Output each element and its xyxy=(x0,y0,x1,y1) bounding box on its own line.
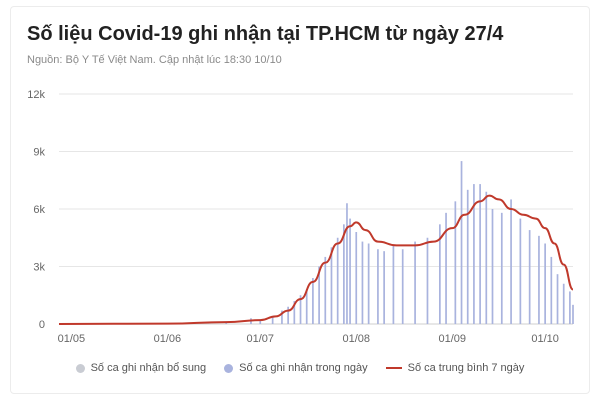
daily-case-bar xyxy=(485,191,488,324)
legend-item-supplement[interactable]: Số ca ghi nhận bổ sung xyxy=(75,362,207,374)
daily-case-bar xyxy=(271,316,274,324)
legend-item-average[interactable]: Số ca trung bình 7 ngày xyxy=(385,362,525,374)
daily-case-bar xyxy=(500,212,503,324)
legend: Số ca ghi nhận bổ sung Số ca ghi nhận tr… xyxy=(11,362,589,374)
daily-case-bar xyxy=(349,218,351,324)
x-tick-label: 01/05 xyxy=(58,333,86,345)
legend-swatch-daily xyxy=(224,363,234,373)
daily-case-bar xyxy=(491,209,494,324)
daily-case-bar xyxy=(392,245,395,324)
daily-case-bar xyxy=(355,232,358,324)
daily-case-bar xyxy=(318,266,320,324)
chart-plot: 0 3k 6k 9k 12k 01/05 01/06 01/07 01/08 01/09 01/1… xyxy=(27,89,574,345)
x-tick-label: 01/06 xyxy=(154,333,182,345)
daily-case-bar xyxy=(259,320,262,324)
daily-case-bar xyxy=(361,241,364,324)
daily-case-bar xyxy=(454,201,457,324)
daily-case-bar xyxy=(367,243,370,324)
daily-case-bar xyxy=(287,306,289,324)
x-tick-label: 01/07 xyxy=(246,333,274,345)
daily-case-bar xyxy=(510,199,512,324)
legend-swatch-average xyxy=(385,367,402,369)
daily-case-bar xyxy=(383,251,385,324)
daily-case-bar xyxy=(324,256,327,324)
daily-case-bar xyxy=(426,237,429,324)
x-tick-label: 01/10 xyxy=(531,333,559,345)
daily-case-bar xyxy=(401,249,404,324)
legend-label-supplement: Số ca ghi nhận bổ sung xyxy=(90,362,207,374)
legend-label-average: Số ca trung bình 7 ngày xyxy=(407,362,525,374)
x-tick-label: 01/09 xyxy=(438,333,466,345)
daily-case-bar xyxy=(299,295,302,324)
daily-case-bar xyxy=(473,184,475,324)
daily-case-bar xyxy=(225,322,228,324)
y-tick-label: 3k xyxy=(33,262,45,274)
x-tick-label: 01/08 xyxy=(342,333,370,345)
daily-case-bar xyxy=(466,189,469,324)
legend-label-daily: Số ca ghi nhận trong ngày xyxy=(239,362,368,374)
daily-case-bar xyxy=(346,203,348,324)
daily-case-bar xyxy=(414,241,416,324)
daily-case-bar xyxy=(544,243,546,324)
daily-case-bar xyxy=(550,256,553,324)
y-axis-ticks: 0 3k 6k 9k 12k xyxy=(27,89,45,331)
y-tick-label: 6k xyxy=(33,204,45,216)
gridlines xyxy=(59,93,573,325)
seven-day-average-line xyxy=(58,194,574,325)
daily-case-bar xyxy=(336,237,339,324)
y-tick-label: 0 xyxy=(39,319,45,331)
y-tick-label: 12k xyxy=(27,89,45,101)
y-tick-label: 9k xyxy=(33,147,45,159)
daily-case-bar xyxy=(445,212,447,324)
daily-case-bar xyxy=(569,291,571,324)
daily-case-bar xyxy=(293,301,296,324)
daily-case-bar xyxy=(479,184,481,324)
legend-item-daily[interactable]: Số ca ghi nhận trong ngày xyxy=(224,362,368,374)
x-axis-ticks: 01/05 01/06 01/07 01/08 01/09 01/10 xyxy=(58,333,559,345)
daily-case-bar xyxy=(343,224,345,324)
daily-case-bar xyxy=(538,235,540,324)
daily-case-bar xyxy=(556,274,559,324)
daily-case-bar xyxy=(281,310,283,324)
legend-swatch-supplement xyxy=(75,363,85,373)
daily-case-bar xyxy=(519,218,522,324)
average-line-group xyxy=(58,194,574,325)
daily-case-bar xyxy=(528,230,531,324)
daily-case-bar xyxy=(439,224,441,324)
daily-case-bar xyxy=(562,283,565,324)
daily-case-bar xyxy=(312,278,314,324)
chart-title: Số liệu Covid-19 ghi nhận tại TP.HCM từ … xyxy=(27,23,504,45)
daily-case-bar xyxy=(460,161,463,324)
daily-cases-bars xyxy=(166,161,574,324)
daily-case-bar xyxy=(377,249,379,324)
daily-case-bar xyxy=(330,247,333,324)
chart-source: Nguồn: Bộ Y Tế Việt Nam. Cập nhật lúc 18… xyxy=(27,54,282,66)
daily-case-bar xyxy=(572,304,574,324)
chart-card: Số liệu Covid-19 ghi nhận tại TP.HCM từ … xyxy=(10,6,590,394)
daily-case-bar xyxy=(305,289,308,324)
